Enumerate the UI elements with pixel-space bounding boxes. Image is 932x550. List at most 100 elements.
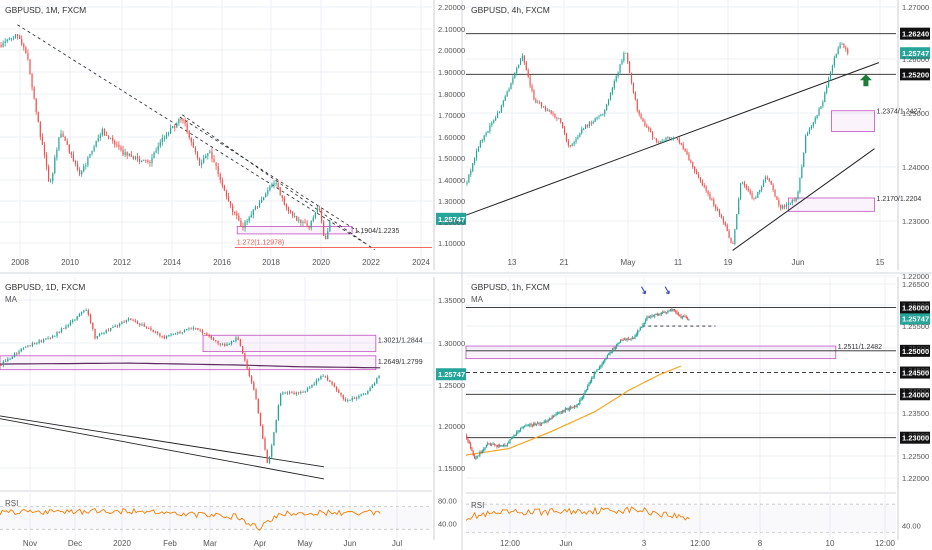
level-price-label: 1.25200: [902, 70, 929, 79]
candle-body: [154, 331, 157, 333]
candle-body: [496, 445, 498, 447]
supply-zone: [0, 355, 377, 371]
candle-body: [201, 330, 204, 334]
trendline-layer: [0, 24, 896, 533]
candle-body: [99, 135, 101, 138]
candle-body: [364, 393, 367, 395]
level-price-tag: [900, 68, 930, 81]
candle-body: [136, 321, 139, 324]
candle-body: [268, 456, 271, 463]
candle-body: [329, 221, 331, 232]
candle-body: [101, 333, 103, 335]
legend-ma: MA: [471, 295, 484, 304]
candle-body: [114, 325, 116, 327]
candle-body: [647, 316, 649, 318]
y-tick-label: 1.35000: [438, 296, 465, 305]
candle-body: [686, 151, 688, 155]
rsi-tick-label: 40.00: [902, 521, 921, 530]
candle-body: [260, 199, 263, 203]
candle-body: [83, 310, 85, 313]
candle-body: [309, 387, 311, 389]
candle-body: [284, 392, 286, 394]
candle-body: [584, 125, 587, 129]
candle-body: [180, 118, 182, 120]
candle-body: [236, 213, 238, 216]
candle-body: [621, 60, 623, 65]
candle-body: [747, 188, 749, 191]
candle-body: [205, 155, 207, 159]
candle-body: [60, 328, 63, 333]
candle-body: [623, 339, 626, 341]
candle-body: [741, 182, 744, 184]
candle-body: [671, 309, 673, 311]
candle-body: [300, 392, 302, 394]
candle-body: [483, 448, 485, 451]
candle-body: [320, 210, 323, 222]
candle-body: [674, 137, 677, 139]
candle-body: [40, 340, 43, 342]
candle-body: [172, 334, 174, 336]
candle-body: [285, 204, 288, 208]
candle-body: [637, 331, 639, 335]
candle-body: [764, 177, 767, 182]
candle-body: [148, 327, 150, 329]
candle-body: [199, 330, 201, 331]
candle-body: [474, 158, 476, 164]
candle-body: [717, 208, 719, 211]
candle-body: [568, 408, 570, 410]
candle-body: [585, 389, 587, 391]
candle-body: [496, 112, 499, 118]
candle-body: [822, 102, 824, 107]
x-tick-label: 2024: [412, 258, 430, 267]
candle-body: [163, 137, 166, 139]
candle-body: [349, 400, 351, 401]
candle-body: [78, 169, 81, 175]
candle-body: [103, 129, 106, 136]
candle-body: [695, 171, 698, 175]
candle-body: [201, 162, 203, 165]
last-price-tag: [900, 47, 930, 60]
candle-body: [18, 351, 20, 354]
candle-body: [555, 413, 557, 416]
candle-body: [118, 323, 121, 327]
candle-body: [91, 150, 93, 154]
candle-body: [569, 145, 571, 146]
candle-body: [611, 87, 613, 94]
x-tick-label: 8: [758, 539, 763, 548]
candle-body: [362, 394, 365, 396]
candle-body: [87, 157, 89, 166]
candle-body: [70, 152, 72, 155]
candle-body: [694, 166, 696, 172]
candle-body: [495, 117, 497, 121]
candle-body: [69, 321, 72, 326]
candle-body: [33, 343, 36, 344]
y-tick-label: 1.26500: [902, 280, 929, 289]
candle-body: [481, 450, 484, 453]
level-price-label: 1.23000: [902, 434, 929, 443]
candle-body: [50, 180, 52, 182]
candle-body: [675, 310, 677, 313]
candle-body: [654, 314, 656, 317]
candle-body: [194, 147, 197, 152]
candle-body: [680, 142, 682, 145]
candle-body: [491, 122, 493, 126]
candle-body: [638, 110, 640, 115]
candle-body: [333, 384, 335, 387]
candle-body: [658, 313, 660, 316]
candle-body: [577, 404, 580, 406]
candle-body: [271, 445, 273, 457]
candle-body: [837, 48, 839, 54]
candle-body: [259, 412, 262, 426]
candle-body: [275, 183, 277, 184]
candle-body: [610, 351, 612, 353]
x-tick-label: 12:00: [875, 539, 896, 548]
candle-body: [151, 157, 153, 164]
candle-body: [265, 193, 267, 198]
candle-body: [235, 337, 237, 342]
chart-title: GBPUSD, 1D, FXCM: [5, 282, 85, 292]
y-tick-label: 1.23000: [902, 431, 929, 440]
candle-body: [509, 439, 511, 443]
candle-body: [338, 390, 340, 393]
candle-body: [644, 121, 646, 126]
candle-body: [616, 344, 618, 348]
